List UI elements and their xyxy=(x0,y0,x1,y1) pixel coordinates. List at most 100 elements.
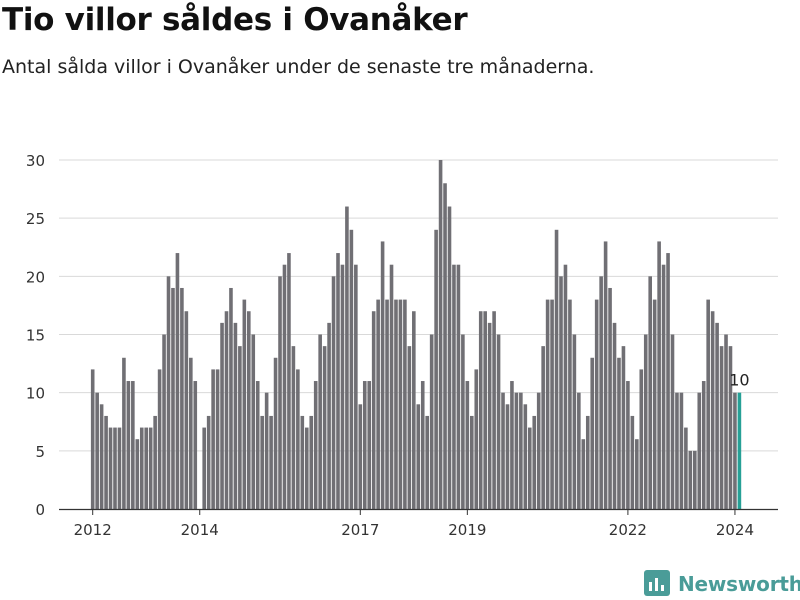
bar xyxy=(126,381,131,509)
bar xyxy=(590,357,595,509)
bar xyxy=(349,229,354,510)
x-tick-label: 2017 xyxy=(341,521,379,539)
bar xyxy=(608,287,612,509)
bar-highlight xyxy=(737,392,742,509)
bar xyxy=(202,427,206,509)
bar xyxy=(90,369,95,509)
bar xyxy=(657,241,661,509)
y-tick-label: 25 xyxy=(26,210,45,228)
bar xyxy=(697,392,702,509)
bar xyxy=(264,392,269,509)
bar xyxy=(211,369,215,509)
bar xyxy=(599,276,603,509)
bar xyxy=(162,334,166,509)
bar xyxy=(345,206,349,509)
bar xyxy=(336,253,340,509)
bars xyxy=(90,160,742,510)
bar xyxy=(603,241,608,509)
bar xyxy=(300,415,305,509)
bar xyxy=(117,427,122,509)
bar xyxy=(643,334,648,509)
bar xyxy=(621,346,626,509)
bar xyxy=(465,381,470,509)
bar-chart-logo-icon xyxy=(644,568,670,600)
brand-name: Newsworthy xyxy=(678,572,800,596)
bar xyxy=(501,392,505,509)
bar xyxy=(563,264,568,509)
bar xyxy=(452,264,456,509)
bar xyxy=(247,311,251,509)
bar xyxy=(585,415,590,509)
bar xyxy=(233,322,238,509)
bar xyxy=(135,439,140,509)
bar xyxy=(536,392,541,509)
bar xyxy=(670,334,675,509)
x-tick-label: 2019 xyxy=(448,521,486,539)
bar xyxy=(684,427,688,509)
bar xyxy=(376,299,380,509)
bar xyxy=(693,450,697,509)
bar xyxy=(394,299,398,509)
x-tick-label: 2014 xyxy=(181,521,219,539)
bar xyxy=(447,206,452,509)
bar xyxy=(420,381,425,509)
bar xyxy=(412,311,416,509)
y-tick-label: 30 xyxy=(26,152,45,170)
bar xyxy=(153,415,157,509)
chart-subtitle: Antal sålda villor i Ovanåker under de s… xyxy=(2,56,595,78)
bar xyxy=(166,276,171,509)
x-tick-label: 2012 xyxy=(74,521,112,539)
bar xyxy=(612,322,617,509)
bar xyxy=(255,381,260,509)
bar xyxy=(104,415,108,509)
bar xyxy=(496,334,501,509)
bar xyxy=(309,415,314,509)
bar xyxy=(282,264,287,509)
bar xyxy=(724,334,728,509)
bar xyxy=(398,299,403,509)
bar xyxy=(648,276,652,509)
bar xyxy=(322,346,327,509)
bar xyxy=(251,334,256,509)
bar xyxy=(523,404,528,509)
bar xyxy=(514,392,519,509)
highlight-value-label: 10 xyxy=(729,371,749,390)
bar xyxy=(313,381,318,509)
bar xyxy=(385,299,389,509)
bar xyxy=(367,381,372,509)
bar xyxy=(701,381,706,509)
bar xyxy=(675,392,679,509)
bar xyxy=(652,299,657,509)
bar xyxy=(728,346,733,509)
bar xyxy=(581,439,586,509)
bar xyxy=(461,334,465,509)
bar xyxy=(474,369,479,509)
bar xyxy=(269,415,273,509)
bar xyxy=(304,427,309,509)
bar xyxy=(532,415,537,509)
bar xyxy=(175,253,180,509)
bar xyxy=(438,160,443,509)
y-tick-label: 10 xyxy=(26,385,45,403)
bar xyxy=(719,346,724,509)
bar xyxy=(487,322,492,509)
bar xyxy=(229,287,233,509)
bar xyxy=(99,404,104,509)
bar xyxy=(291,346,296,509)
bar xyxy=(577,392,581,509)
bar xyxy=(354,264,358,509)
bar xyxy=(434,229,438,510)
bar xyxy=(478,311,483,509)
bar xyxy=(706,299,710,509)
bar xyxy=(287,253,291,509)
axes: 0 5 10 15 20 25 30 10 2012 2014 2017 2019 2022 2024 xyxy=(26,152,778,539)
bar xyxy=(157,369,162,509)
bar xyxy=(635,439,639,509)
bar xyxy=(389,264,394,509)
bar xyxy=(545,299,550,509)
bar xyxy=(273,357,278,509)
bar xyxy=(113,427,117,509)
bar xyxy=(340,264,345,509)
bar xyxy=(296,369,300,509)
